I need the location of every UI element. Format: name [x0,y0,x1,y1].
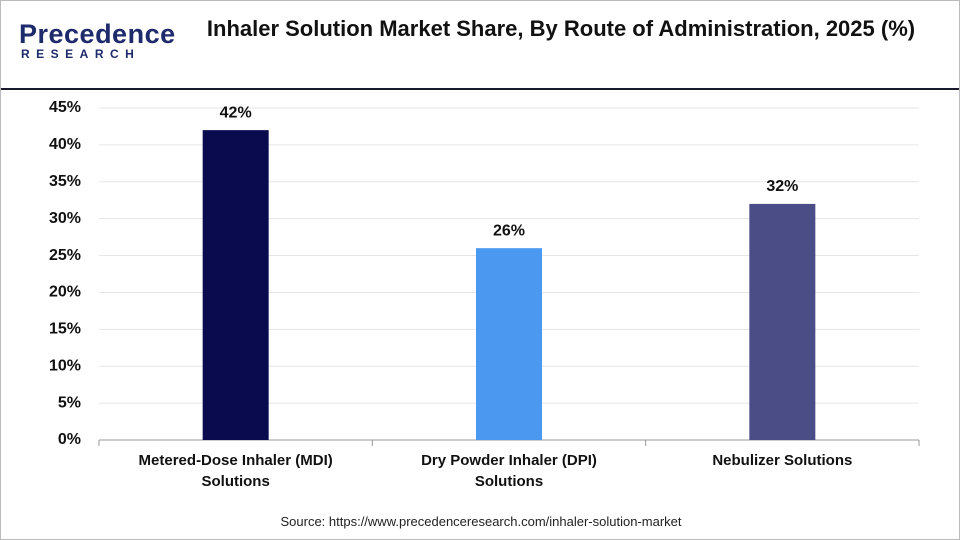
value-label: 26% [493,222,525,239]
x-tick-label: Dry Powder Inhaler (DPI) Solutions [421,452,597,490]
y-tick-label: 10% [49,357,81,374]
y-tick-label: 30% [49,210,81,227]
y-tick-label: 40% [49,136,81,153]
bar [749,203,816,440]
x-tick-label: Metered-Dose Inhaler (MDI) Solutions [138,452,333,490]
y-tick-label: 0% [58,431,81,448]
y-tick-label: 45% [49,99,81,116]
y-tick-label: 35% [49,173,81,190]
value-label: 32% [766,178,798,195]
y-tick-label: 5% [58,394,81,411]
y-tick-label: 15% [49,321,81,338]
bar [202,130,269,440]
logo-tagline: RESEARCH [21,47,141,61]
value-label: 42% [220,104,252,121]
bar [476,248,542,440]
source: Source: https://www.precedenceresearch.c… [280,514,682,529]
x-tick-label: Nebulizer Solutions [712,452,853,469]
y-tick-label: 25% [49,247,81,264]
logo-name: Precedence [19,19,176,49]
y-tick-label: 20% [49,284,81,301]
chart-title: Inhaler Solution Market Share, By Route … [206,16,916,41]
